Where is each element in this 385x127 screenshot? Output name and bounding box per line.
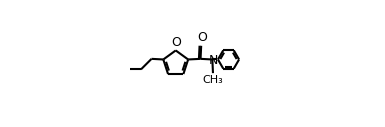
Text: O: O [197, 31, 207, 44]
Text: N: N [208, 54, 218, 67]
Text: CH₃: CH₃ [203, 75, 223, 85]
Text: O: O [171, 36, 181, 49]
